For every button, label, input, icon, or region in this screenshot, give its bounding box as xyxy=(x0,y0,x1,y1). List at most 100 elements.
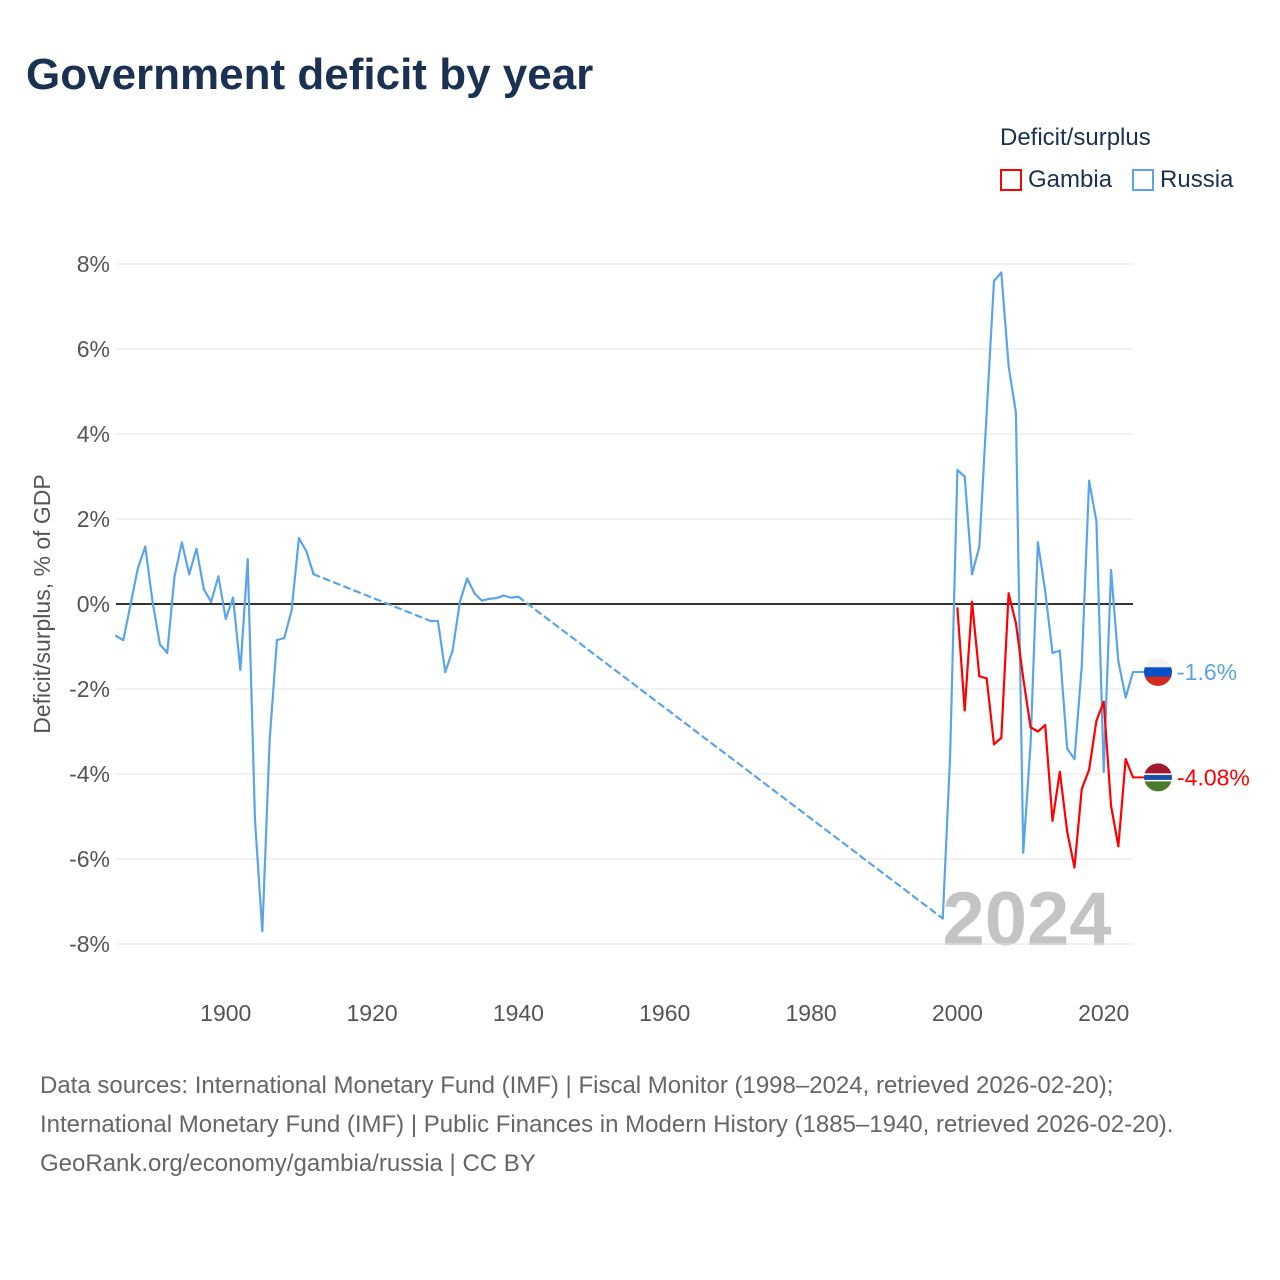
line-segment-russia xyxy=(502,594,513,599)
line-segment-gambia xyxy=(1109,804,1120,848)
line-segment-gambia xyxy=(1124,758,1135,779)
line-segment-gambia xyxy=(956,607,966,712)
line-segment-russia xyxy=(1124,670,1135,699)
line-segment-russia xyxy=(1117,660,1127,699)
line-segment-russia xyxy=(312,573,432,623)
page-title: Government deficit by year xyxy=(26,50,594,99)
line-segment-russia xyxy=(122,602,132,642)
line-segment-russia xyxy=(129,566,140,606)
line-segment-russia xyxy=(275,636,286,642)
y-tick-label: 2% xyxy=(77,506,110,532)
line-segment-russia xyxy=(1058,649,1069,750)
line-segment-russia xyxy=(217,575,227,620)
line-segment-gambia xyxy=(992,736,1003,746)
line-segment-russia xyxy=(963,475,974,576)
line-segment-russia xyxy=(985,279,996,414)
flag-stripe xyxy=(1144,774,1172,781)
x-tick-label: 1940 xyxy=(493,1000,544,1026)
legend-item-gambia[interactable]: Gambia xyxy=(1000,166,1112,194)
line-segment-russia xyxy=(305,549,315,576)
line-segment-russia xyxy=(202,588,213,603)
line-segment-gambia xyxy=(1051,770,1061,822)
line-segment-russia xyxy=(297,537,308,552)
line-segment-russia xyxy=(451,600,461,652)
line-segment-russia xyxy=(1066,747,1076,761)
line-segment-gambia xyxy=(1036,724,1047,733)
line-segment-russia xyxy=(517,595,944,920)
line-segment-russia xyxy=(1102,568,1113,773)
line-segment-russia xyxy=(978,411,988,548)
line-segment-russia xyxy=(466,577,476,595)
line-segment-gambia xyxy=(1117,758,1127,848)
legend: Gambia Russia xyxy=(1000,166,1233,194)
end-label-gambia: -4.08% xyxy=(1177,764,1250,790)
line-segment-gambia xyxy=(1007,592,1018,625)
legend-swatch-russia xyxy=(1132,169,1155,191)
line-segment-gambia xyxy=(1095,700,1105,722)
line-segment-russia xyxy=(239,558,249,671)
legend-label: Gambia xyxy=(1028,166,1113,193)
line-segment-russia xyxy=(253,819,264,933)
line-segment-russia xyxy=(283,609,293,640)
legend-item-russia[interactable]: Russia xyxy=(1132,166,1233,194)
line-segment-russia xyxy=(1044,590,1054,654)
y-tick-label: 6% xyxy=(77,336,110,362)
end-label-russia: -1.6% xyxy=(1177,659,1237,685)
line-segment-gambia xyxy=(1014,622,1025,680)
line-segment-gambia xyxy=(985,677,996,746)
line-segment-russia xyxy=(444,649,454,674)
line-segment-russia xyxy=(1080,479,1091,667)
line-segment-russia xyxy=(495,594,505,600)
line-segment-russia xyxy=(268,639,279,742)
year-watermark: 2024 xyxy=(942,877,1111,962)
line-segment-russia xyxy=(1029,541,1039,746)
line-segment-russia xyxy=(458,577,469,603)
line-segment-russia xyxy=(992,271,1003,283)
line-segment-russia xyxy=(436,619,447,674)
line-segment-gambia xyxy=(1080,768,1091,790)
footer: Data sources: International Monetary Fun… xyxy=(40,1066,1240,1183)
flag-russia-icon xyxy=(1144,658,1172,686)
chart-plot: 2024 Deficit/surplus, % of GDP -8% -6% -4%… xyxy=(29,251,1250,1026)
data-sources: Data sources: International Monetary Fun… xyxy=(40,1072,1174,1138)
line-segment-gambia xyxy=(1066,830,1076,869)
line-segment-russia xyxy=(480,597,491,602)
line-segment-russia xyxy=(1073,664,1083,761)
line-segment-russia xyxy=(173,541,183,578)
line-segment-russia xyxy=(488,596,498,601)
line-segment-gambia xyxy=(963,600,974,712)
x-tick-label: 1900 xyxy=(200,1000,251,1026)
line-segment-gambia xyxy=(1044,724,1054,822)
line-segment-gambia xyxy=(978,675,988,680)
line-segment-russia xyxy=(144,545,154,603)
credit-link[interactable]: GeoRank.org/economy/gambia/russia | CC B… xyxy=(40,1150,536,1177)
x-tick-label: 1960 xyxy=(639,1000,690,1026)
flag-stripe xyxy=(1144,779,1172,782)
line-segment-russia xyxy=(970,545,981,576)
line-segment-russia xyxy=(1014,411,1025,854)
legend-swatch-gambia xyxy=(1000,169,1022,191)
flag-stripe xyxy=(1144,781,1172,792)
line-segment-russia xyxy=(188,547,198,576)
line-segment-gambia xyxy=(1029,726,1039,733)
line-segment-russia xyxy=(948,469,959,759)
line-segment-russia xyxy=(114,634,125,642)
line-segment-gambia xyxy=(1022,677,1032,729)
x-tick-label: 2000 xyxy=(932,1000,983,1026)
flag-stripe xyxy=(1144,773,1172,776)
line-segment-russia xyxy=(224,596,235,620)
x-tick-label: 1920 xyxy=(346,1000,397,1026)
line-segment-russia xyxy=(1051,649,1061,654)
flag-stripe xyxy=(1144,676,1172,686)
line-segment-russia xyxy=(195,547,205,591)
line-segment-russia xyxy=(473,592,483,602)
line-segment-russia xyxy=(166,575,176,654)
y-tick-label: 0% xyxy=(77,591,110,617)
line-segment-gambia xyxy=(1000,592,1010,739)
line-segment-russia xyxy=(246,558,257,822)
line-segment-russia xyxy=(956,469,966,478)
y-tick-label: -8% xyxy=(69,931,110,957)
flag-stripe xyxy=(1144,667,1172,677)
line-segment-russia xyxy=(180,541,191,576)
